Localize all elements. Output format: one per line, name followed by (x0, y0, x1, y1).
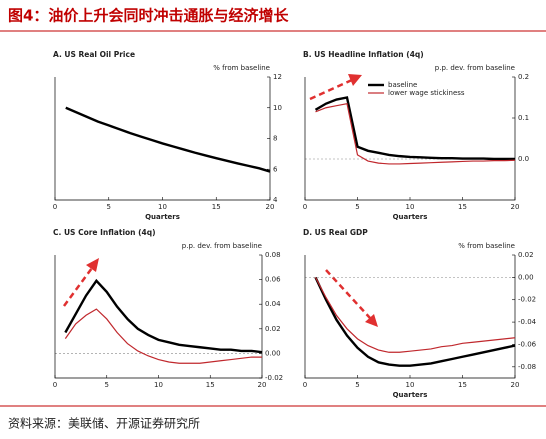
x-axis-label: Quarters (393, 391, 428, 399)
arrow-head (348, 74, 362, 86)
arrow (62, 267, 94, 307)
y-tick-label: 0.1 (518, 114, 529, 122)
x-tick-label: 10 (154, 381, 163, 389)
panel-title: C. US Core Inflation (4q) (53, 228, 156, 237)
series-line (314, 277, 516, 353)
y-tick-label: 0.06 (265, 276, 281, 284)
y-tick-label: -0.04 (518, 318, 537, 326)
x-axis-label: Quarters (145, 213, 180, 221)
y-tick-label: 0.08 (265, 251, 281, 259)
x-tick-label: 0 (53, 381, 57, 389)
annotation-arrows (62, 78, 371, 319)
x-tick-label: 15 (212, 203, 221, 211)
y-tick-label: 12 (273, 73, 282, 81)
y-tick-label: 10 (273, 104, 282, 112)
y-axis-label: % from baseline (458, 242, 515, 250)
y-axis-label: % from baseline (213, 64, 270, 72)
y-tick-label: 8 (273, 135, 277, 143)
y-tick-label: 0.02 (265, 325, 281, 333)
arrow-heads (86, 74, 378, 327)
y-tick-label: -0.02 (518, 296, 536, 304)
arrow (309, 78, 353, 101)
x-tick-label: 20 (258, 381, 267, 389)
x-tick-label: 5 (107, 203, 111, 211)
x-tick-label: 15 (206, 381, 215, 389)
legend-label: baseline (388, 81, 417, 89)
series-line (314, 96, 515, 161)
arrow-head (365, 314, 378, 327)
y-tick-label: -0.02 (265, 374, 283, 382)
series-line (64, 308, 262, 364)
x-tick-label: 10 (406, 381, 415, 389)
y-tick-label: 0.02 (518, 251, 534, 259)
x-tick-label: 5 (105, 381, 109, 389)
y-tick-label: 6 (273, 165, 278, 173)
y-tick-label: 0.2 (518, 73, 529, 81)
x-tick-label: 15 (458, 381, 467, 389)
y-tick-label: 4 (273, 196, 278, 204)
x-tick-label: 0 (303, 381, 307, 389)
panel-title: B. US Headline Inflation (4q) (303, 50, 424, 59)
figure-title: 图4：油价上升会同时冲击通胀与经济增长 (8, 7, 289, 25)
x-tick-label: 10 (406, 203, 415, 211)
x-tick-label: 5 (355, 381, 359, 389)
panel-title: D. US Real GDP (303, 228, 368, 237)
x-axis-label: Quarters (393, 213, 428, 221)
x-tick-label: 10 (158, 203, 167, 211)
panel-title: A. US Real Oil Price (53, 50, 135, 59)
x-tick-label: 0 (303, 203, 307, 211)
axis-frame (304, 77, 516, 201)
axis-frame (54, 77, 271, 201)
y-tick-label: 0.00 (518, 273, 534, 281)
source: 资料来源：美联储、开源证券研究所 (8, 416, 200, 431)
y-tick-label: -0.06 (518, 340, 537, 348)
y-tick-label: 0.04 (265, 300, 281, 308)
x-tick-label: 5 (355, 203, 359, 211)
series-line (314, 276, 516, 367)
x-tick-label: 20 (511, 203, 520, 211)
y-axis-label: p.p. dev. from baseline (182, 242, 262, 250)
x-tick-label: 0 (53, 203, 57, 211)
x-tick-label: 15 (458, 203, 467, 211)
axis-frame (304, 255, 516, 379)
y-tick-label: 0.0 (518, 155, 529, 163)
y-tick-label: -0.08 (518, 363, 536, 371)
series-line (65, 106, 271, 173)
series-line (315, 102, 516, 165)
x-tick-label: 20 (266, 203, 275, 211)
series-line (64, 278, 263, 354)
x-tick-label: 20 (511, 381, 520, 389)
legend-label: lower wage stickiness (388, 89, 465, 97)
axis-frame (54, 255, 263, 379)
y-tick-label: 0.00 (265, 349, 281, 357)
arrow (325, 269, 371, 319)
y-axis-label: p.p. dev. from baseline (435, 64, 515, 72)
arrow-head (86, 258, 99, 272)
